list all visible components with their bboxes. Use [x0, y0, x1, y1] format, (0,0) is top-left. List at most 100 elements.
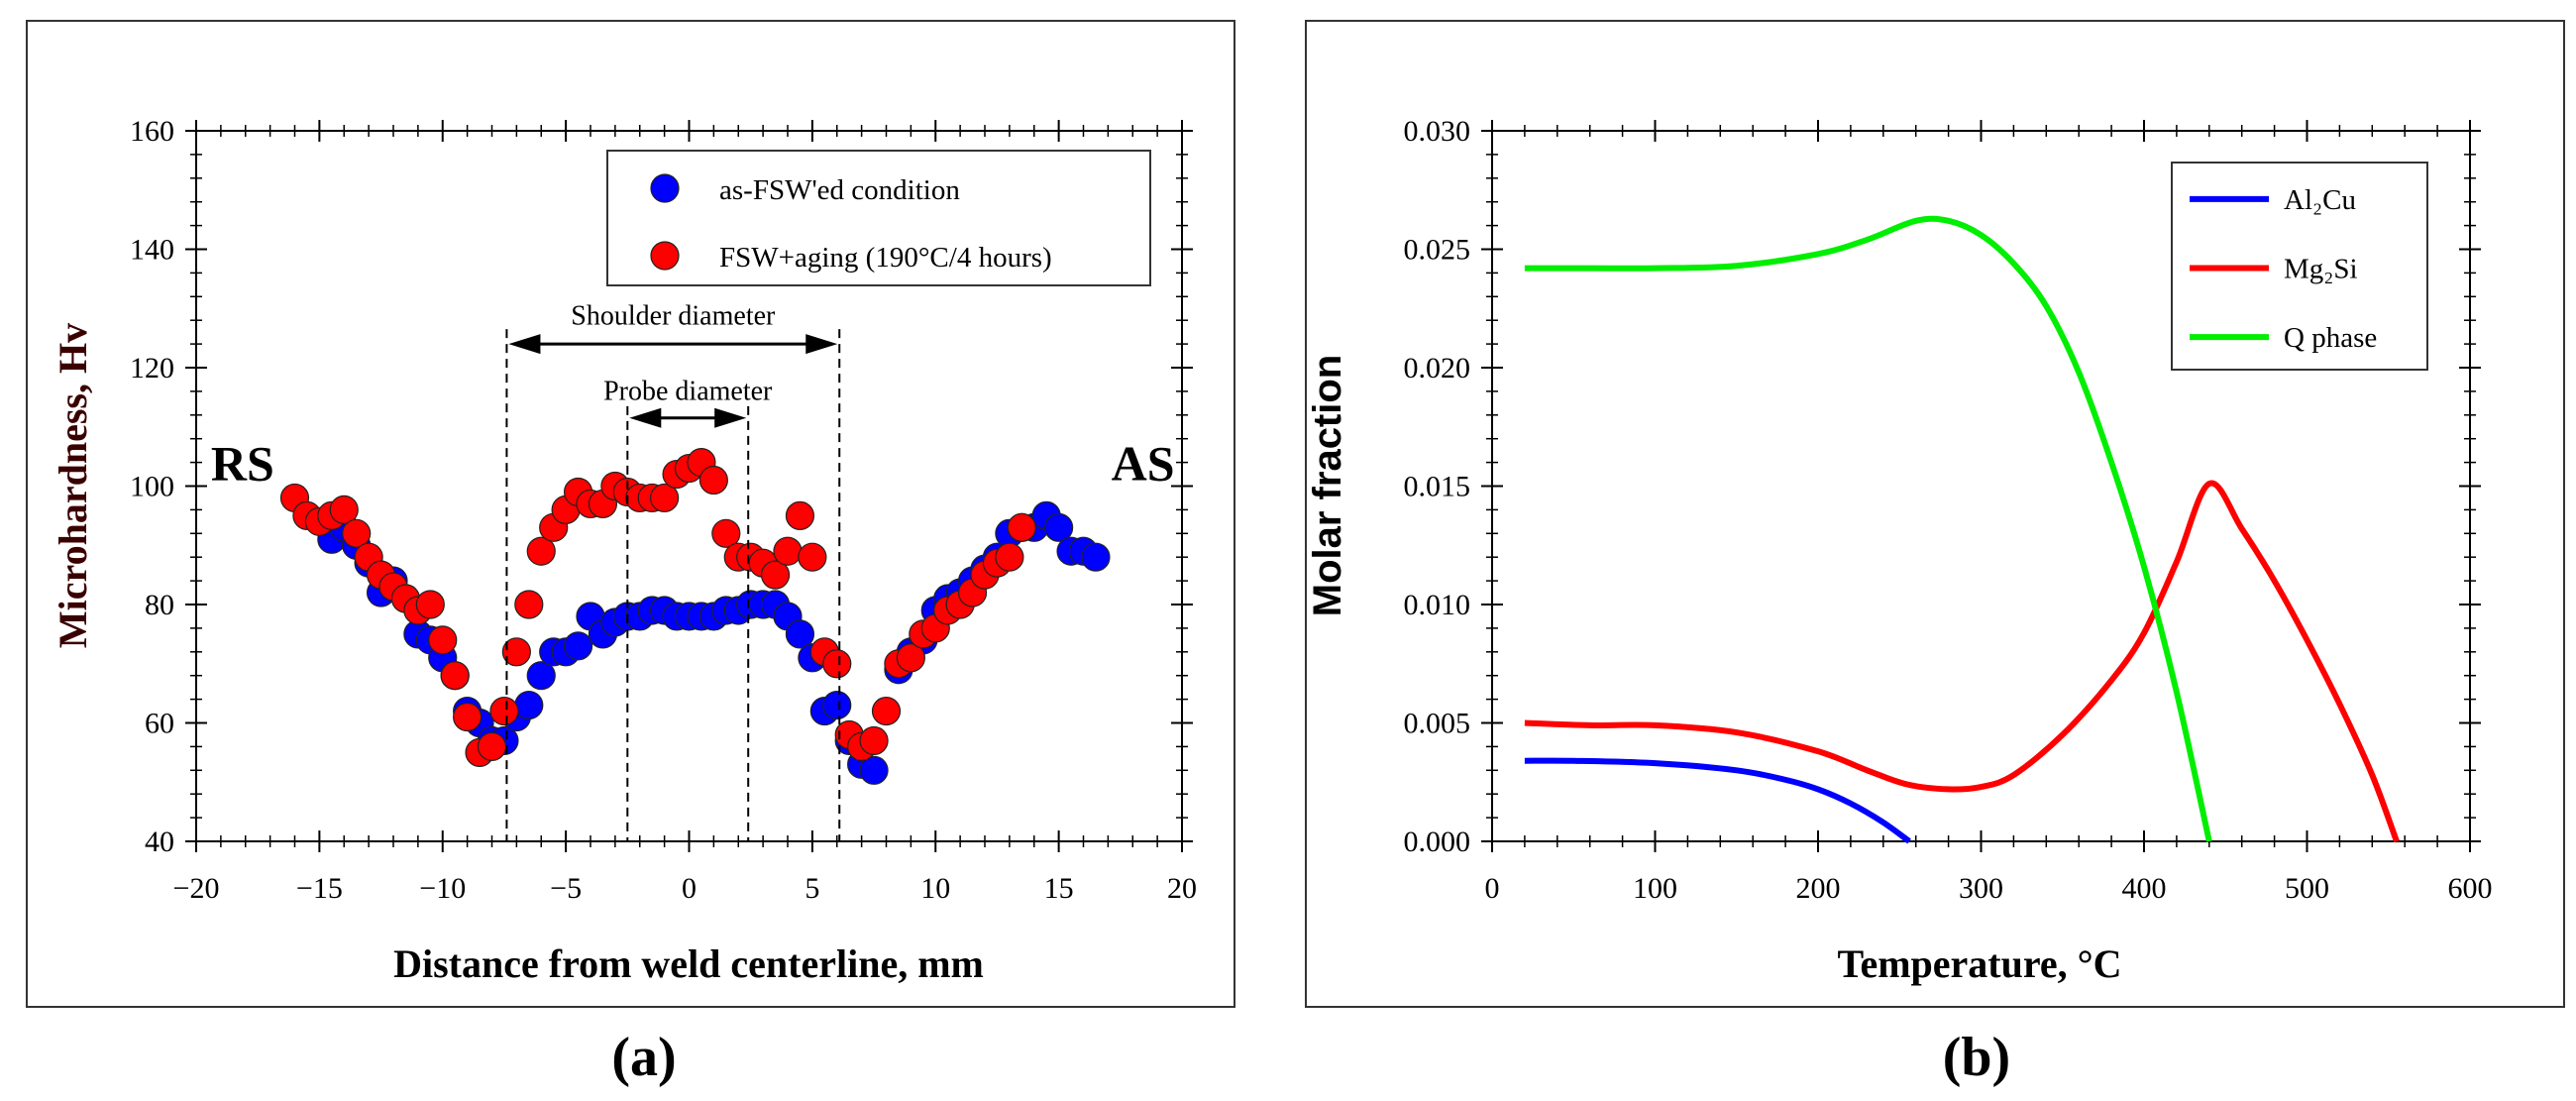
data-point — [514, 690, 544, 720]
shoulder-diameter-label: Shoulder diameter — [571, 300, 776, 331]
x-tick-label: 100 — [1633, 872, 1677, 905]
data-point — [822, 690, 852, 720]
panel-a-marks — [279, 448, 1111, 785]
data-point — [329, 495, 359, 525]
series-0 — [1524, 757, 1911, 844]
y-tick-label: 100 — [130, 471, 174, 503]
x-tick-label: −10 — [419, 872, 466, 905]
y-tick-label: 0.010 — [1404, 589, 1471, 621]
y-tick-label: 120 — [130, 352, 174, 385]
data-point — [342, 518, 372, 548]
series-1 — [279, 448, 1036, 767]
panel-b-label: (b) — [1943, 1027, 2010, 1088]
x-tick-label: 300 — [1959, 872, 2003, 905]
data-point — [822, 649, 852, 679]
data-point — [1007, 512, 1036, 542]
panel-a-annotations: RS AS Shoulder diameter Probe diameter — [211, 300, 1175, 841]
legend-box — [606, 150, 1151, 286]
y-tick-label: 0.000 — [1404, 826, 1471, 858]
data-point — [711, 518, 741, 548]
x-tick-label: 15 — [1044, 872, 1074, 905]
data-point — [859, 755, 889, 785]
legend-label: Al₂Cu — [2284, 184, 2356, 216]
panel-a-x-axis-title: Distance from weld centerline, mm — [393, 941, 984, 986]
panel-b-molar-fraction-chart: 0 100 200 300 400 500 600 0.000 0.005 0.010 0.015 0… — [1305, 20, 2565, 1088]
data-point — [1044, 512, 1074, 542]
x-tick-label: 500 — [2285, 872, 2329, 905]
data-point — [489, 696, 519, 726]
y-tick-label: 0.015 — [1404, 471, 1471, 503]
panel-b-frame — [1305, 20, 2565, 1008]
panel-b-x-axis-title: Temperature, °C — [1837, 941, 2121, 986]
probe-diameter-arrow-head-left — [629, 407, 662, 428]
y-tick-label: 80 — [145, 589, 174, 621]
y-tick-label: 0.030 — [1404, 115, 1471, 148]
legend-marker — [650, 173, 680, 203]
legend-label: FSW+aging (190°C/4 hours) — [719, 242, 1052, 274]
data-point — [698, 465, 728, 495]
x-tick-label: 10 — [920, 872, 950, 905]
x-tick-label: 600 — [2448, 872, 2493, 905]
series-2 — [1524, 215, 2212, 842]
retreating-side-label: RS — [211, 436, 274, 492]
y-tick-label: 60 — [145, 708, 174, 740]
data-point — [1081, 542, 1111, 572]
data-point — [785, 619, 815, 649]
data-point — [859, 725, 889, 756]
data-point — [995, 542, 1024, 572]
x-tick-label: −5 — [550, 872, 582, 905]
x-tick-label: 0 — [682, 872, 697, 905]
data-point — [477, 731, 507, 762]
advancing-side-label: AS — [1112, 436, 1175, 492]
y-tick-label: 0.025 — [1404, 234, 1471, 267]
data-point — [514, 590, 544, 619]
legend-label: Mg₂Si — [2284, 254, 2358, 285]
panel-a-hardness-chart: −20 −15 −10 −5 0 5 10 15 20 40 60 80 100 120 140 160 RS… — [26, 20, 1235, 1088]
data-point — [440, 661, 470, 691]
series-1 — [1524, 480, 2400, 843]
series-line — [1524, 215, 2212, 842]
x-tick-label: 0 — [1485, 872, 1500, 905]
data-point — [871, 696, 902, 726]
panel-b-y-axis-title: Molar fraction — [1306, 355, 1349, 616]
data-point — [896, 643, 925, 673]
y-tick-label: 140 — [130, 234, 174, 267]
y-tick-label: 0.020 — [1404, 352, 1471, 385]
x-tick-label: 400 — [2122, 872, 2167, 905]
legend-label: as-FSW'ed condition — [719, 174, 960, 206]
legend-marker — [650, 241, 680, 271]
series-line — [1524, 480, 2400, 843]
data-point — [453, 702, 483, 732]
data-point — [428, 625, 458, 655]
panel-a-y-axis-title: Microhardness, Hv — [51, 323, 95, 648]
data-point — [760, 560, 791, 590]
x-tick-label: 200 — [1796, 872, 1841, 905]
y-tick-label: 160 — [130, 115, 174, 148]
panel-a-axes: −20 −15 −10 −5 0 5 10 15 20 40 60 80 100 120 140 160 — [130, 115, 1197, 905]
data-point — [773, 536, 803, 566]
data-point — [415, 590, 445, 619]
probe-diameter-label: Probe diameter — [603, 376, 773, 406]
panel-b-axes: 0 100 200 300 400 500 600 0.000 0.005 0.010 0.015 0… — [1404, 115, 2493, 905]
panel-b-legend: Al₂Cu Mg₂Si Q phase — [2171, 162, 2428, 371]
y-tick-label: 0.005 — [1404, 708, 1471, 740]
data-point — [501, 637, 531, 667]
x-tick-label: −20 — [173, 872, 220, 905]
panel-b-marks — [1524, 215, 2400, 844]
shoulder-diameter-arrow-head-right — [805, 334, 838, 355]
data-point — [650, 483, 680, 513]
legend-label: Q phase — [2284, 322, 2377, 354]
x-tick-label: 20 — [1167, 872, 1197, 905]
panel-a-frame — [26, 20, 1235, 1008]
data-point — [785, 500, 815, 530]
series-line — [1524, 757, 1911, 844]
x-tick-label: 5 — [805, 872, 819, 905]
panel-a-label: (a) — [611, 1027, 676, 1088]
data-point — [798, 542, 827, 572]
data-point — [563, 631, 593, 661]
panel-a-legend: as-FSW'ed condition FSW+aging (190°C/4 ho… — [606, 150, 1151, 286]
probe-diameter-arrow-head-right — [714, 407, 747, 428]
data-point — [526, 661, 556, 691]
shoulder-diameter-arrow-head-left — [508, 334, 541, 355]
data-point — [526, 536, 556, 566]
